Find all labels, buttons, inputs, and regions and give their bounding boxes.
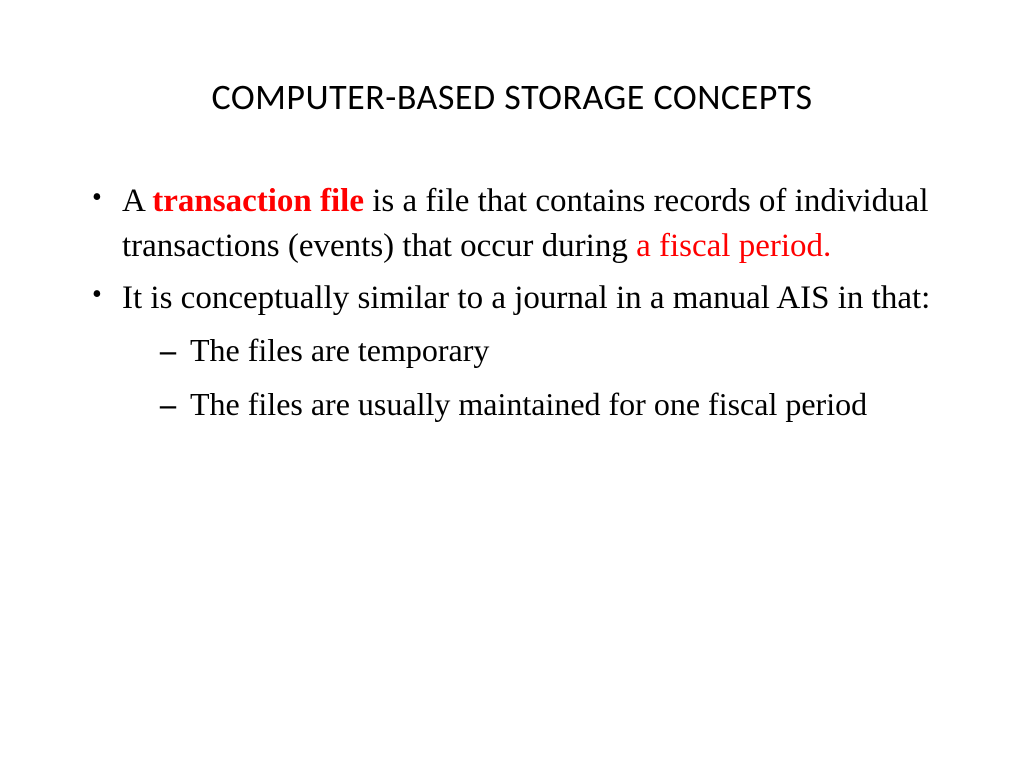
slide-title: COMPUTER-BASED STORAGE CONCEPTS: [70, 75, 954, 119]
text-highlight-bold: transaction file: [152, 183, 364, 219]
text-segment: It is conceptually similar to a journal …: [122, 280, 930, 316]
text-highlight: a fiscal period.: [636, 228, 831, 264]
text-segment: A: [122, 183, 152, 219]
sub-bullet-list: The files are temporary The files are us…: [122, 327, 954, 428]
slide-content: A transaction file is a file that contai…: [70, 179, 954, 427]
bullet-item-1: A transaction file is a file that contai…: [80, 179, 954, 268]
slide-container: COMPUTER-BASED STORAGE CONCEPTS A transa…: [0, 0, 1024, 768]
bullet-item-2: It is conceptually similar to a journal …: [80, 276, 954, 427]
sub-bullet-item-2: The files are usually maintained for one…: [160, 381, 954, 427]
bullet-list: A transaction file is a file that contai…: [80, 179, 954, 427]
sub-bullet-item-1: The files are temporary: [160, 327, 954, 373]
